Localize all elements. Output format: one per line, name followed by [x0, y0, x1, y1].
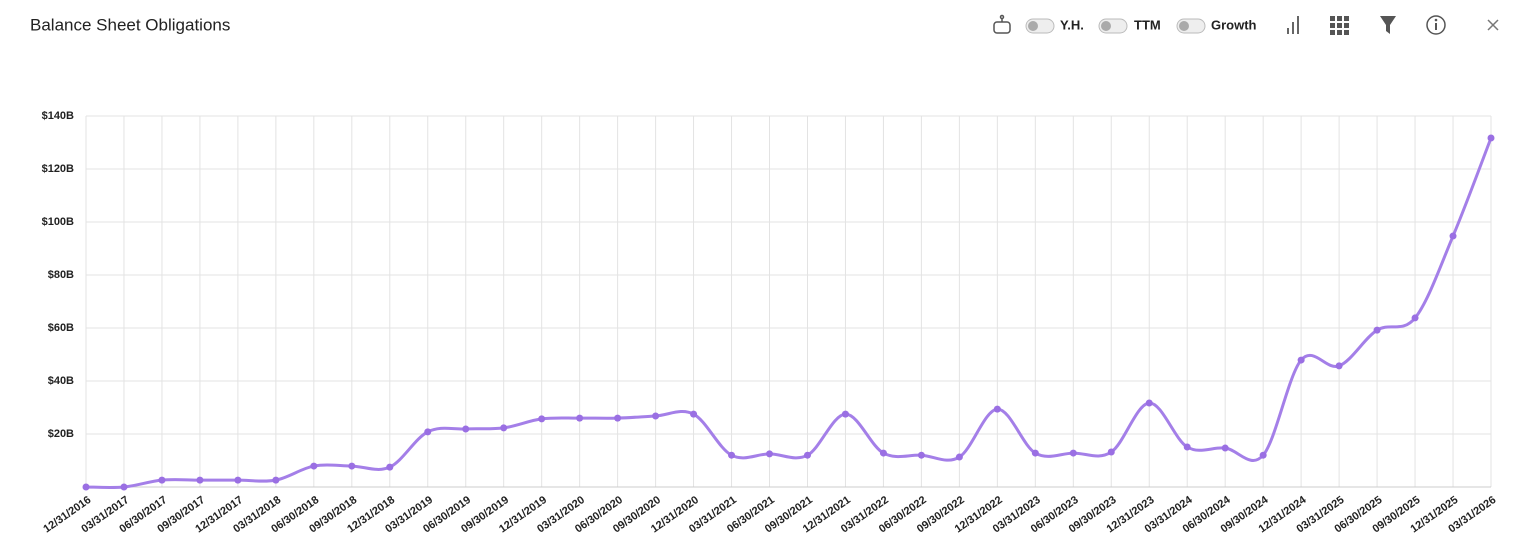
point	[120, 483, 128, 491]
point	[690, 410, 698, 418]
point	[1335, 362, 1343, 370]
point	[386, 463, 394, 471]
point	[348, 462, 356, 470]
point	[576, 414, 584, 422]
point	[1373, 326, 1381, 334]
toggle-label: Y.H.	[1060, 17, 1084, 32]
point	[158, 476, 166, 484]
point	[538, 415, 546, 423]
toggle-label: TTM	[1134, 17, 1161, 32]
point	[917, 451, 925, 459]
point	[993, 405, 1001, 413]
y-tick-label: $120B	[42, 163, 74, 175]
point	[1259, 451, 1267, 459]
y-tick-label: $100B	[42, 216, 74, 228]
y-tick-label: $60B	[48, 322, 74, 334]
close-icon[interactable]	[1487, 19, 1499, 31]
point	[955, 453, 963, 461]
y-tick-label: $140B	[42, 110, 74, 122]
y-tick-label: $20B	[48, 428, 74, 440]
y-tick-label: $40B	[48, 375, 74, 387]
point	[1449, 232, 1457, 240]
ai-icon[interactable]	[993, 14, 1011, 34]
point	[728, 451, 736, 459]
point	[652, 412, 660, 420]
toggle[interactable]	[1176, 18, 1206, 34]
point	[1031, 449, 1039, 457]
point	[1107, 448, 1115, 456]
info-icon[interactable]	[1426, 15, 1446, 35]
point	[1221, 444, 1229, 452]
filter-icon[interactable]	[1380, 16, 1396, 34]
point	[462, 425, 470, 433]
point	[196, 476, 204, 484]
point	[82, 483, 90, 491]
line	[85, 137, 1493, 490]
point	[614, 414, 622, 422]
grid-icon[interactable]	[1330, 16, 1349, 35]
point	[879, 449, 887, 457]
point	[310, 462, 318, 470]
toggle-label: Growth	[1211, 17, 1257, 32]
point	[272, 476, 280, 484]
y-tick-label: $80B	[48, 269, 74, 281]
toggle[interactable]	[1025, 18, 1055, 34]
point	[1487, 134, 1495, 142]
point	[1145, 399, 1153, 407]
point	[1183, 443, 1191, 451]
point	[1411, 314, 1419, 322]
point	[424, 428, 432, 436]
point	[841, 410, 849, 418]
bar-icon[interactable]	[1287, 16, 1299, 34]
point	[1297, 356, 1305, 364]
point	[234, 476, 242, 484]
point	[766, 450, 774, 458]
point	[803, 451, 811, 459]
point	[500, 424, 508, 432]
toolbar: Y.H. TTM Growth	[993, 14, 1499, 35]
point	[1069, 449, 1077, 457]
chart-title: Balance Sheet Obligations	[30, 15, 230, 34]
toggle[interactable]	[1098, 18, 1128, 34]
